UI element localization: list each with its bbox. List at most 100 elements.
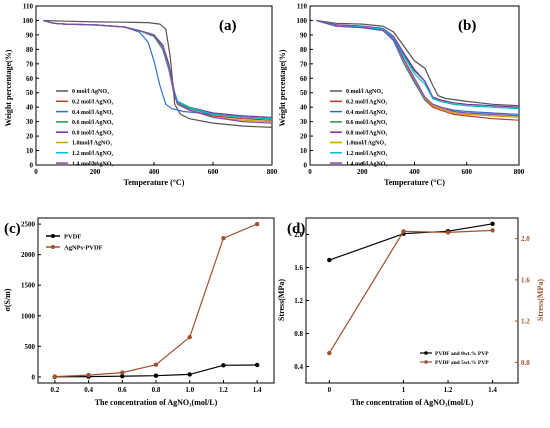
- legend-entry-0: PVDF: [64, 234, 81, 241]
- x-tick-label: 1.0: [185, 386, 194, 394]
- legend-entry-7: 1.4 mol/l AgNO₃: [346, 161, 388, 167]
- data-point: [327, 350, 332, 356]
- y-tick-label: 60: [300, 75, 308, 83]
- y-tick-label: 30: [300, 118, 308, 126]
- y-tick-label: 50: [300, 89, 308, 97]
- y-right-tick-label: 1.2: [521, 318, 530, 326]
- y-axis-label: σ(S/m): [3, 288, 12, 311]
- legend-entry-0: 0 mol/l AgNO₃: [72, 89, 109, 95]
- plot-area-b-frame: [309, 5, 520, 166]
- data-point: [254, 362, 260, 368]
- x-tick-label: 0.6: [118, 386, 127, 394]
- y-tick-label: 80: [26, 46, 34, 54]
- legend-entry-5: 1.0mol/l AgNO₃: [346, 141, 386, 147]
- x-axis-label: Temperature (°C): [124, 178, 185, 187]
- x-tick-label: 1.2: [444, 386, 453, 394]
- y-tick-label: 100: [297, 17, 308, 25]
- legend-entry-3: 0.6 mol/l AgNO₃: [346, 120, 388, 126]
- data-point: [187, 334, 192, 340]
- y-tick-label: 40: [300, 104, 308, 112]
- legend-entry-2: 0.4 mol/l AgNO₃: [346, 110, 388, 116]
- data-point: [153, 373, 159, 378]
- y-tick-label: 80: [300, 46, 308, 54]
- x-tick-label: 1.2: [219, 386, 228, 394]
- y-axis-label: Stress(MPa): [277, 279, 286, 321]
- x-tick-label: 400: [409, 168, 420, 176]
- data-point: [187, 372, 192, 377]
- series-line-7: [43, 19, 273, 124]
- data-point: [86, 372, 91, 378]
- y-axis-label: Weight percentage(%): [278, 49, 287, 126]
- x-tick-label: 200: [90, 168, 101, 176]
- y-tick-label: 2.0: [294, 231, 303, 239]
- y-right-axis-label: Stress(MPa): [536, 279, 545, 321]
- y-right-tick-label: 2.0: [521, 235, 530, 243]
- series-line-7: [316, 19, 520, 117]
- y-tick-label: 50: [26, 89, 34, 97]
- legend-entry-0: 0 mol/l AgNO₃: [346, 89, 383, 95]
- x-tick-label: 0.4: [84, 386, 93, 394]
- panel-b: 0 200 400 600 800 0 10 20 30 40 50 60 70 80 90 100 110 Te…: [278, 3, 525, 188]
- x-tick-label: 600: [462, 168, 473, 176]
- legend-marker-1: [424, 360, 428, 364]
- data-point: [327, 257, 332, 263]
- plot-area-d-frame: [305, 217, 519, 384]
- y-tick-label: 110: [23, 3, 34, 11]
- y-tick-label: 500: [25, 343, 36, 351]
- x-tick-label: 0.8: [152, 386, 161, 394]
- y-tick-label: 0: [32, 373, 36, 381]
- x-tick-label: 1: [402, 386, 406, 394]
- legend-entry-2: 0.4 mol/l AgNO₃: [72, 110, 114, 116]
- legend-entry-1: PVDF and 5wt.% PVP: [435, 360, 489, 366]
- y-tick-label: 0: [304, 162, 308, 170]
- x-tick-label: 200: [357, 168, 368, 176]
- panel-d: 0 1 1.2 1.4 0.4 0.8 1.2 1.6 2.0 0.8 1.2 1.6 2.0 The c…: [277, 217, 545, 407]
- x-tick-label: 800: [267, 168, 278, 176]
- x-tick-label: 800: [514, 168, 525, 176]
- data-point: [120, 370, 125, 375]
- x-axis-label: The concentration of AgNO₃(mol/L): [95, 398, 218, 407]
- panel-label: (a): [219, 18, 237, 34]
- legend-marker-0: [51, 234, 55, 238]
- panel-c: 0.2 0.4 0.6 0.8 1.0 1.2 1.4 0 500 1000 1500 2000 250…: [3, 217, 275, 407]
- y-tick-label: 0.4: [294, 363, 303, 371]
- y-tick-label: 1.6: [294, 264, 303, 272]
- legend-marker-1: [51, 245, 55, 249]
- y-tick-label: 30: [26, 118, 34, 126]
- legend-entry-1: 0.2 mol/l AgNO₃: [72, 100, 114, 106]
- series-line-3: [316, 19, 520, 110]
- y-tick-label: 2000: [21, 251, 36, 259]
- x-tick-label: 0: [34, 168, 38, 176]
- y-tick-label: 1.2: [294, 297, 303, 305]
- y-tick-label: 90: [300, 31, 308, 39]
- series-line-5: [43, 19, 273, 123]
- y-tick-label: 110: [297, 3, 308, 11]
- panel-label: (c): [4, 221, 21, 237]
- y-tick-label: 20: [300, 133, 308, 141]
- legend-marker-0: [424, 351, 428, 355]
- data-point: [221, 363, 226, 368]
- legend-entry-7: 1.4 mol/l AgNO₃: [72, 161, 114, 167]
- y-tick-label: 10: [300, 147, 308, 155]
- x-tick-label: 1.4: [488, 386, 497, 394]
- y-tick-label: 100: [23, 17, 34, 25]
- y-tick-label: 70: [300, 60, 308, 68]
- data-point: [490, 228, 495, 233]
- legend-entry-4: 0.8 mol/l AgNO₃: [72, 130, 114, 136]
- y-tick-label: 2500: [21, 221, 36, 229]
- data-point: [52, 374, 58, 379]
- legend-entry-6: 1.2 mol/l AgNO₃: [346, 151, 388, 157]
- x-tick-label: 0.2: [50, 386, 59, 394]
- data-point: [490, 221, 495, 226]
- series-line-4: [316, 19, 520, 108]
- panel-a: 0 200 400 600 800 0 10 20 30 40 50 60 70 80 90 100 110 Te…: [4, 3, 278, 188]
- y-tick-label: 0.8: [294, 330, 303, 338]
- y-tick-label: 70: [26, 60, 34, 68]
- y-tick-label: 1500: [21, 282, 36, 290]
- y-tick-label: 1000: [21, 312, 36, 320]
- series-line-0: [43, 19, 273, 128]
- y-right-tick-label: 0.8: [521, 359, 530, 367]
- data-point: [445, 230, 451, 235]
- x-tick-label: 600: [208, 168, 219, 176]
- y-tick-label: 0: [30, 162, 34, 170]
